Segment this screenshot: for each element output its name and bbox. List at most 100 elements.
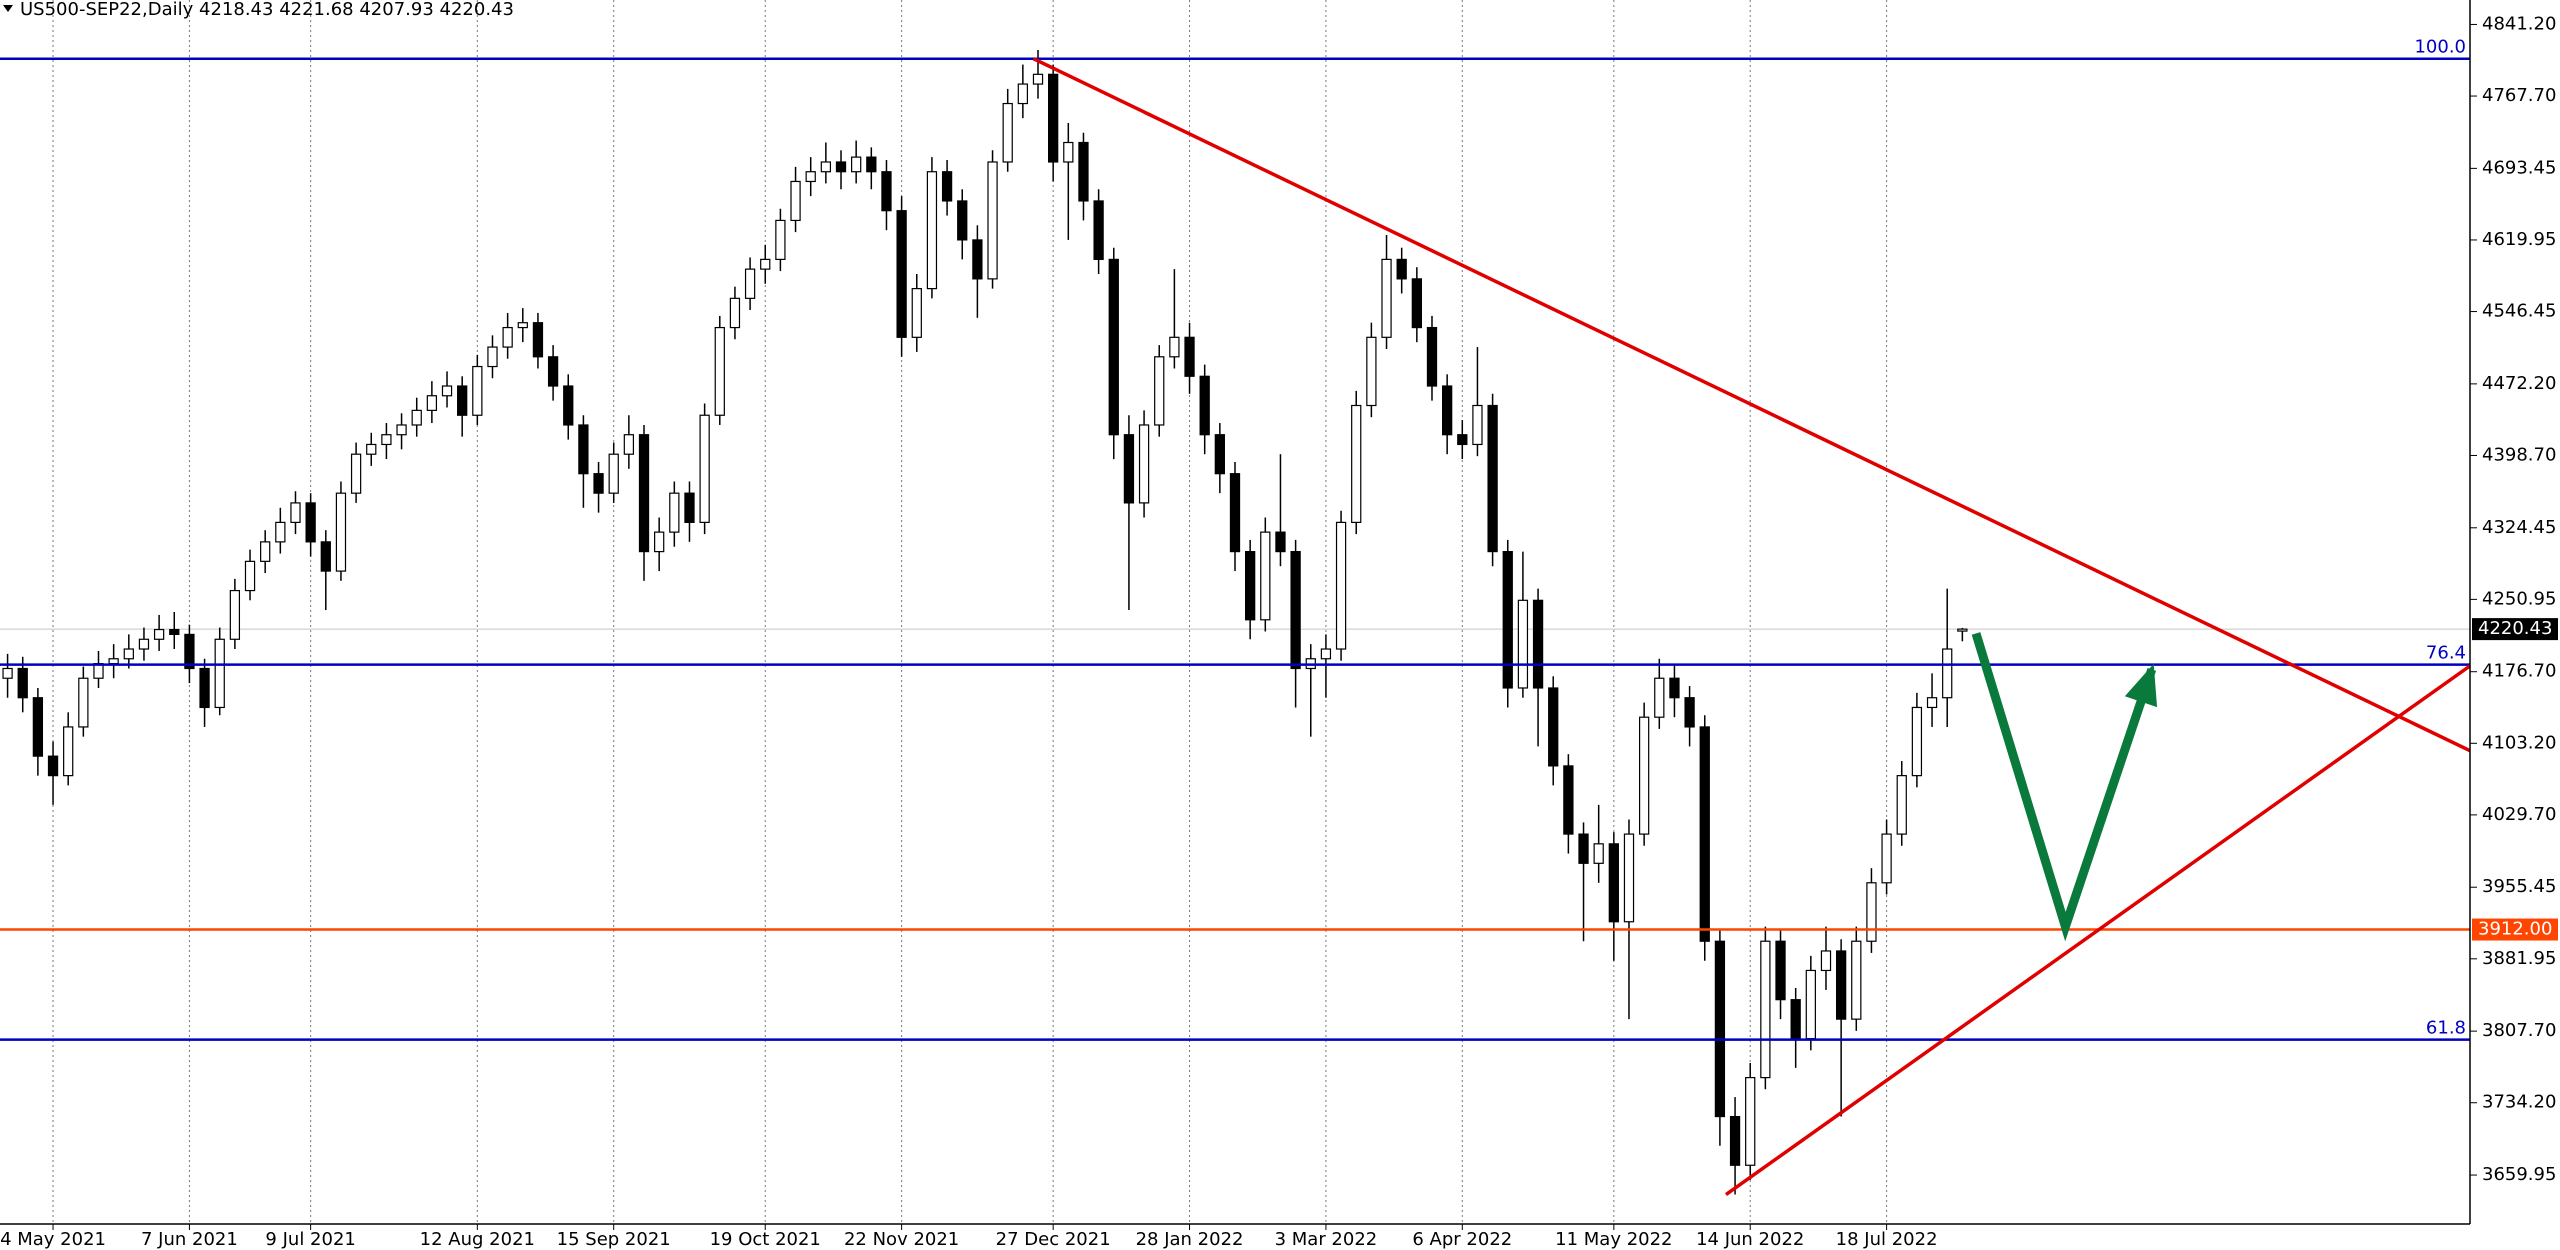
candle-body: [78, 677, 89, 728]
menu-triangle[interactable]: [3, 5, 13, 12]
candle-body: [1623, 833, 1635, 923]
trendline: [1724, 664, 2472, 1197]
x-tick-label: 28 Jan 2022: [1136, 1229, 1244, 1250]
candle-body: [1199, 375, 1210, 436]
price-line-box: [2472, 918, 2558, 941]
candle-body: [1729, 1115, 1741, 1166]
y-tick-label: 3881.95: [2482, 948, 2556, 969]
x-tick-label: 18 Jul 2022: [1836, 1229, 1938, 1250]
high: 4221.68: [279, 0, 353, 20]
candle-body: [1760, 940, 1771, 1079]
candle-body: [290, 502, 301, 523]
candle-body: [153, 628, 165, 640]
candle-body: [108, 658, 119, 665]
candle-body: [972, 239, 983, 280]
candle-body: [1866, 882, 1877, 942]
candle-body: [472, 365, 483, 416]
candle-body: [1957, 628, 1968, 632]
candle-body: [775, 219, 786, 260]
candle-body: [1123, 434, 1135, 504]
candle-body: [1032, 73, 1044, 85]
candle-body: [1320, 648, 1332, 660]
candle-body: [1638, 716, 1650, 835]
candle-body: [1426, 326, 1438, 387]
candle-body: [275, 521, 286, 543]
candle-body: [17, 667, 28, 699]
candle-body: [638, 434, 650, 553]
fib-level-label: 100.0: [2414, 37, 2466, 58]
candle-body: [1608, 843, 1619, 923]
x-tick-label: 19 Oct 2021: [710, 1229, 821, 1250]
header: US500-SEP22,Daily 4218.43 4221.68 4207.9…: [20, 0, 514, 20]
candle-body: [1078, 141, 1089, 202]
candle-body: [911, 288, 922, 338]
candle-body: [1532, 599, 1544, 689]
candle-body: [1017, 83, 1028, 105]
candle-body: [1502, 551, 1513, 689]
candle-body: [1790, 999, 1801, 1040]
open: 4218.43: [199, 0, 273, 20]
candle-body: [1229, 473, 1241, 553]
grid: [0, 0, 2470, 1224]
candle-body: [1411, 278, 1422, 329]
candle-body: [1745, 1076, 1756, 1166]
candle-body: [866, 156, 877, 173]
candle-body: [684, 492, 695, 523]
y-tick-label: 4619.95: [2482, 229, 2556, 250]
fib-level-label: 76.4: [2426, 643, 2466, 664]
candle-body: [1517, 599, 1529, 689]
candle-body: [1911, 706, 1923, 777]
candle-body: [2, 667, 13, 679]
candle-body: [578, 424, 589, 475]
candle-body: [1048, 73, 1059, 163]
candle-body: [1548, 687, 1559, 767]
candle-body: [396, 424, 407, 436]
candle-body: [1684, 697, 1695, 728]
candle-body: [1335, 521, 1347, 650]
candle-body: [1002, 102, 1013, 163]
candle-body: [457, 385, 468, 416]
candle-body: [214, 638, 225, 709]
y-tick-label: 4029.70: [2482, 804, 2556, 825]
candle-body: [426, 395, 438, 411]
candle-body: [941, 171, 953, 202]
y-tick-label: 4324.45: [2482, 517, 2556, 538]
candle-body: [335, 492, 347, 572]
candle-body: [669, 492, 680, 533]
candle-body: [1381, 258, 1392, 338]
fib-level-label: 61.8: [2426, 1018, 2466, 1039]
candle-body: [1275, 531, 1286, 553]
y-tick-label: 4767.70: [2482, 85, 2556, 106]
candle-body: [1214, 434, 1225, 475]
candle-body: [47, 755, 59, 777]
candle-body: [1714, 940, 1726, 1118]
close: 4220.43: [440, 0, 514, 20]
candle-body: [63, 726, 74, 777]
forecast-arrow: [1971, 632, 2157, 942]
symbol: US500-SEP22,Daily: [20, 0, 194, 20]
candle-body: [502, 326, 513, 348]
candle-body: [1835, 950, 1847, 1020]
candle-body: [1457, 434, 1468, 446]
candle-body: [517, 322, 528, 329]
candle-body: [1351, 404, 1362, 523]
candle-body: [1805, 969, 1816, 1040]
candle-body: [184, 633, 195, 670]
candle-body: [1245, 551, 1256, 621]
candle-body: [1290, 551, 1301, 670]
candle-body: [1169, 336, 1180, 358]
candle-body: [1881, 833, 1892, 884]
x-tick-label: 7 Jun 2021: [141, 1229, 238, 1250]
candle-body: [1820, 950, 1832, 972]
candle-body: [957, 200, 968, 241]
candle-body: [1260, 531, 1271, 621]
y-tick-label: 4103.20: [2482, 732, 2556, 753]
candle-body: [987, 161, 998, 280]
candle-body: [199, 667, 210, 709]
candle-body: [1154, 356, 1165, 426]
candle-body: [1063, 141, 1074, 163]
candle-body: [1654, 677, 1665, 718]
y-tick-label: 4546.45: [2482, 301, 2556, 322]
